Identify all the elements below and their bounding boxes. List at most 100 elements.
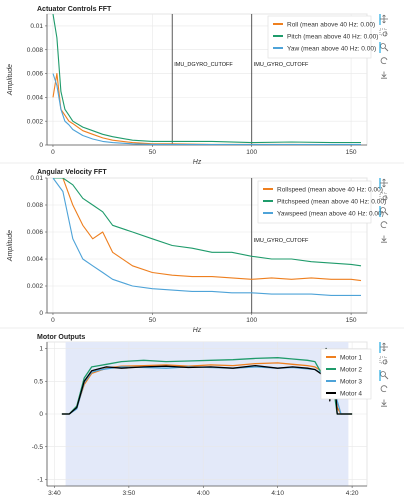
- x-tick-label: 4:20: [346, 490, 359, 497]
- series-line-1: [53, 178, 362, 282]
- cutoff-label: IMU_DGYRO_CUTOFF: [174, 62, 233, 68]
- wheel-zoom-handle: [384, 47, 389, 52]
- save-icon[interactable]: [381, 399, 387, 407]
- toolbar: [379, 342, 389, 407]
- chart-panel-2: Angular Velocity FFT 0 0.002 0.004 0.006 0.00…: [7, 169, 389, 334]
- y-tick-label: 0: [39, 142, 43, 149]
- x-tick-label: 4:00: [197, 490, 210, 497]
- legend: Roll (mean above 40 Hz: 0.00) Pitch (mean…: [267, 15, 378, 59]
- y-tick-label: 0.002: [27, 283, 44, 290]
- y-tick-label: 0: [39, 310, 43, 317]
- legend-box: [267, 15, 372, 59]
- series-line-3: [52, 73, 361, 145]
- series-line-2: [53, 178, 362, 267]
- series-line-2: [52, 14, 361, 144]
- y-tick-label: 0.002: [27, 118, 44, 125]
- legend-item: Pitch (mean above 40 Hz: 0.00): [287, 33, 378, 40]
- box-zoom-icon[interactable]: [379, 28, 388, 37]
- reset-arc: [380, 385, 388, 393]
- save-glyph: [381, 71, 387, 79]
- y-tick-label: 0.004: [27, 95, 44, 102]
- pan-glyph: [380, 14, 388, 24]
- box-zoom-icon[interactable]: [379, 192, 388, 201]
- x-tick-label: 100: [246, 149, 257, 156]
- y-axis-label: Amplitude: [7, 64, 14, 96]
- box-zoom-lens: [382, 195, 388, 201]
- y-tick-label: 0: [39, 411, 43, 418]
- y-tick-label: 0.004: [27, 256, 44, 263]
- legend-item: Rollspeed (mean above 40 Hz: 0.00): [277, 186, 383, 193]
- box-zoom-icon[interactable]: [379, 356, 388, 365]
- cutoff-label: IMU_GYRO_CUTOFF: [254, 62, 309, 68]
- series-group: [52, 178, 362, 296]
- x-tick-label: 4:10: [271, 490, 284, 497]
- legend: Motor 1 Motor 2 Motor 3 Motor 4: [320, 348, 372, 400]
- pan-icon[interactable]: [380, 178, 388, 188]
- y-tick-label: 0.006: [27, 229, 44, 236]
- chart-title: Angular Velocity FFT: [37, 169, 107, 176]
- save-icon[interactable]: [381, 235, 387, 243]
- x-axis-label: Hz: [193, 159, 202, 166]
- legend: Rollspeed (mean above 40 Hz: 0.00) Pitchs…: [257, 180, 386, 224]
- legend-item: Roll (mean above 40 Hz: 0.00): [287, 21, 375, 28]
- series-line-3: [52, 178, 361, 296]
- cutoff-label: IMU_GYRO_CUTOFF: [254, 238, 309, 244]
- y-tick-label: 0.01: [30, 175, 43, 182]
- y-tick-label: -1: [37, 477, 43, 484]
- x-tick-label: 150: [346, 317, 357, 324]
- legend-item: Motor 2: [340, 366, 362, 373]
- pan-glyph: [380, 178, 388, 188]
- legend-item: Motor 1: [340, 354, 362, 361]
- box-zoom-lens: [382, 359, 388, 365]
- reset-icon[interactable]: [380, 221, 388, 229]
- x-tick-label: 3:40: [48, 490, 61, 497]
- y-tick-label: 0.008: [27, 47, 44, 54]
- pan-glyph: [380, 342, 388, 352]
- wheel-zoom-icon[interactable]: [380, 43, 389, 52]
- wheel-zoom-lens: [380, 43, 386, 49]
- y-tick-label: 0.006: [27, 71, 44, 78]
- reset-arc: [380, 221, 388, 229]
- y-tick-label: 1: [39, 346, 43, 353]
- wheel-zoom-handle: [384, 211, 389, 216]
- y-tick-label: -0.5: [32, 444, 44, 451]
- wheel-zoom-handle: [384, 375, 389, 380]
- x-axis-label: Hz: [193, 327, 202, 334]
- reset-arc: [380, 57, 388, 65]
- wheel-zoom-lens: [380, 371, 386, 377]
- series-group: [52, 14, 361, 145]
- legend-item: Yaw (mean above 40 Hz: 0.00): [287, 45, 376, 52]
- x-tick-label: 0: [51, 149, 55, 156]
- reset-icon[interactable]: [380, 57, 388, 65]
- legend-box: [257, 180, 372, 224]
- pan-icon[interactable]: [380, 342, 388, 352]
- x-tick-label: 50: [149, 317, 157, 324]
- y-tick-label: 0.5: [34, 378, 43, 385]
- chart-panel-3: Motor Outputs -1 -0.5 0 0.5 1 3:40 3:50 4:00 4:10…: [32, 334, 389, 497]
- x-tick-label: 100: [246, 317, 257, 324]
- x-tick-label: 0: [51, 317, 55, 324]
- x-tick-label: 50: [149, 149, 157, 156]
- legend-item: Pitchspeed (mean above 40 Hz: 0.00): [277, 198, 386, 205]
- wheel-zoom-icon[interactable]: [380, 371, 389, 380]
- save-icon[interactable]: [381, 71, 387, 79]
- y-tick-label: 0.01: [30, 23, 43, 30]
- x-tick-label: 3:50: [123, 490, 136, 497]
- legend-item: Motor 4: [340, 390, 362, 397]
- box-zoom-lens: [382, 31, 388, 37]
- chart-title: Motor Outputs: [37, 334, 85, 341]
- y-tick-label: 0.008: [27, 202, 44, 209]
- toolbar: [379, 14, 389, 79]
- pan-icon[interactable]: [380, 14, 388, 24]
- x-tick-label: 150: [346, 149, 357, 156]
- save-glyph: [381, 399, 387, 407]
- legend-item: Motor 3: [340, 378, 362, 385]
- legend-item: Yawspeed (mean above 40 Hz: 0.00): [277, 210, 384, 217]
- chart-title: Actuator Controls FFT: [37, 6, 112, 13]
- y-axis-label: Amplitude: [7, 230, 14, 262]
- chart-panel-1: Actuator Controls FFT 0 0.002 0.004 0.006 0.0…: [7, 6, 389, 166]
- save-glyph: [381, 235, 387, 243]
- reset-icon[interactable]: [380, 385, 388, 393]
- toolbar: [379, 178, 389, 243]
